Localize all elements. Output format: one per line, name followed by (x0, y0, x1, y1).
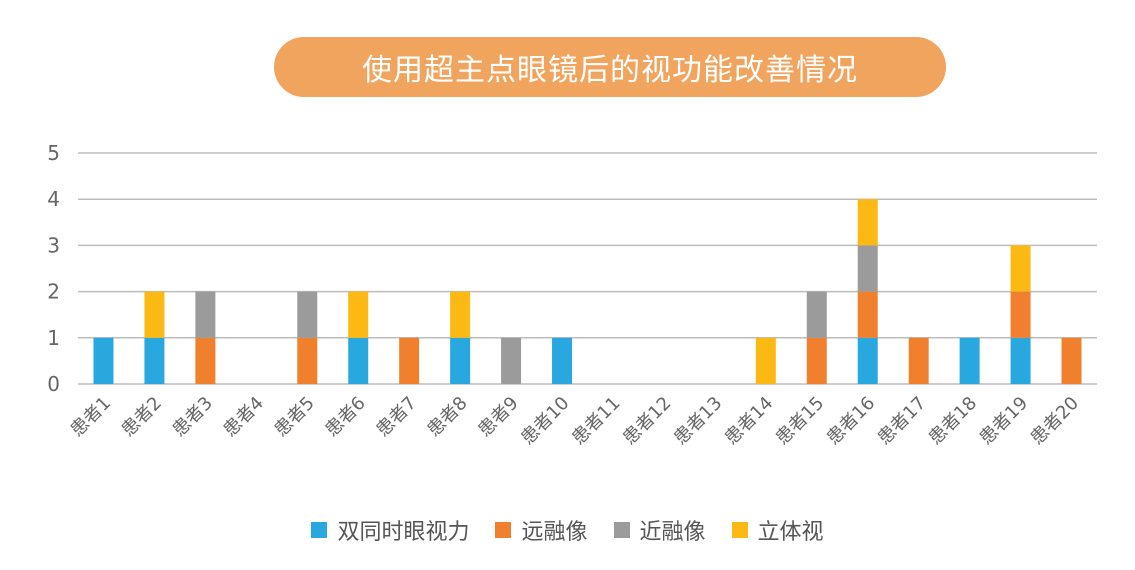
bar-segment (857, 337, 878, 384)
x-tick-label: 患者1 (67, 393, 115, 441)
legend-item-stereopsis: 立体视 (731, 514, 824, 546)
x-tick-label: 患者6 (321, 393, 369, 441)
x-tick-label: 患者13 (670, 393, 727, 450)
bar-segment (1010, 291, 1031, 338)
bar-segment (552, 337, 573, 384)
x-tick-label: 患者19 (976, 393, 1033, 450)
legend-swatch-near-fusion (613, 522, 630, 538)
x-tick-label: 患者16 (823, 393, 880, 450)
x-tick-label: 患者20 (1027, 393, 1084, 450)
x-tick-label: 患者14 (721, 393, 778, 450)
x-tick-label: 患者10 (517, 393, 574, 450)
legend-swatch-distance-fusion (495, 522, 512, 538)
legend-item-binocular-vision: 双同时眼视力 (311, 514, 469, 546)
x-tick-label: 患者5 (270, 393, 318, 441)
bar-segment (399, 337, 420, 384)
bar-segment (450, 337, 471, 384)
bar-segment (144, 291, 165, 338)
x-tick-label: 患者3 (169, 393, 217, 441)
x-tick-label: 患者17 (874, 393, 931, 450)
y-tick-label: 5 (47, 141, 60, 165)
bar-segment (806, 291, 827, 338)
legend-item-distance-fusion: 远融像 (495, 514, 588, 546)
legend-item-near-fusion: 近融像 (613, 514, 706, 546)
bar-segment (857, 245, 878, 292)
bar-segment (806, 337, 827, 384)
x-tick-label: 患者2 (118, 393, 166, 441)
bar-segment (297, 291, 318, 338)
legend-label-stereopsis: 立体视 (757, 520, 824, 545)
x-tick-label: 患者4 (219, 393, 267, 441)
chart-title: 使用超主点眼镜后的视功能改善情况 (274, 37, 946, 97)
x-tick-label: 患者9 (474, 393, 522, 441)
legend-swatch-binocular-vision (311, 522, 328, 538)
x-tick-label: 患者15 (772, 393, 829, 450)
bar-segment (348, 337, 369, 384)
bar-segment (195, 291, 216, 338)
legend-swatch-stereopsis (731, 522, 748, 538)
bar-segment (144, 337, 165, 384)
legend-label-distance-fusion: 远融像 (521, 520, 588, 545)
bar-segment (959, 337, 980, 384)
bar-segment (450, 291, 471, 338)
bar-segment (501, 337, 522, 384)
bar-segment (93, 337, 114, 384)
bar-segment (1010, 337, 1031, 384)
x-tick-label: 患者12 (619, 393, 676, 450)
bar-segment (297, 337, 318, 384)
bar-segment (755, 337, 776, 384)
bar-segment (908, 337, 929, 384)
x-tick-label: 患者11 (568, 393, 625, 450)
y-tick-label: 3 (47, 233, 60, 257)
legend-label-near-fusion: 近融像 (639, 520, 706, 545)
y-tick-label: 4 (47, 187, 60, 211)
x-tick-label: 患者7 (372, 393, 420, 441)
legend-label-binocular-vision: 双同时眼视力 (337, 520, 470, 545)
bar-segment (857, 199, 878, 246)
bar-segment (857, 291, 878, 338)
y-tick-label: 1 (47, 326, 60, 350)
y-tick-label: 0 (47, 372, 60, 396)
bar-segment (1061, 337, 1082, 384)
bar-segment (348, 291, 369, 338)
y-tick-label: 2 (47, 280, 60, 304)
bar-segment (195, 337, 216, 384)
x-tick-label: 患者8 (423, 393, 471, 441)
bar-segment (1010, 245, 1031, 292)
x-tick-label: 患者18 (925, 393, 982, 450)
legend: 双同时眼视力 远融像 近融像 立体视 (0, 512, 1135, 548)
